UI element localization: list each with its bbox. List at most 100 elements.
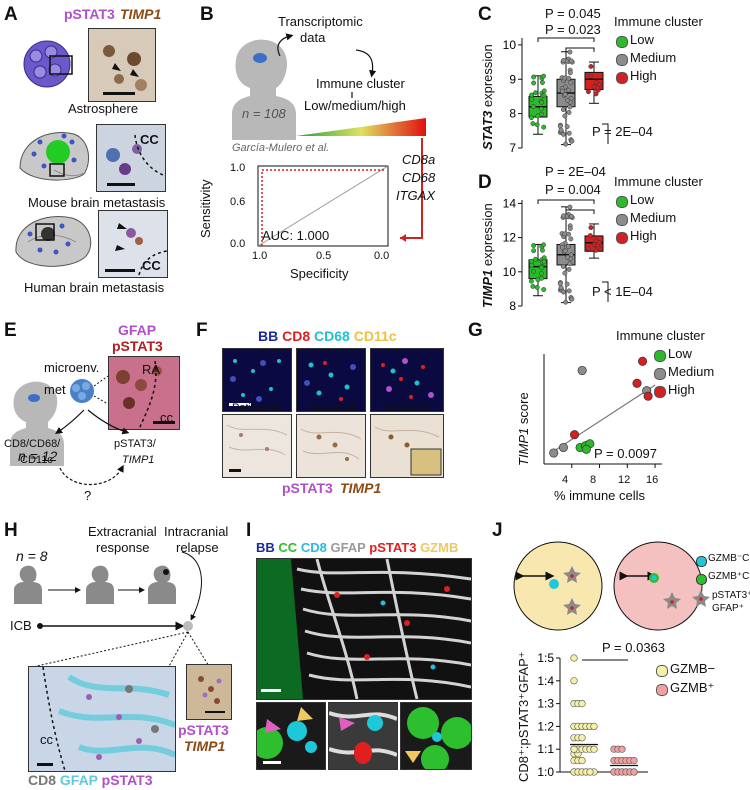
f-ihc-3 xyxy=(370,414,444,478)
chart-d: 14 12 10 8 xyxy=(503,196,609,313)
h-cd8: CD8 xyxy=(28,772,57,788)
j-legend-gzmb-neg-marker xyxy=(696,556,707,567)
panel-e-gfap: GFAP xyxy=(118,322,157,338)
dot-gzmb-pos xyxy=(618,745,626,753)
panel-i-channels: BB CC CD8 GFAP pSTAT3 GZMB xyxy=(256,540,458,555)
d-ylabel-gene: TIMP1 xyxy=(480,269,495,308)
data-point xyxy=(588,225,594,231)
c-ylabel: STAT3 expression xyxy=(480,44,495,150)
y-tick-label: 1:5 xyxy=(537,651,554,665)
g-xtick-1: 4 xyxy=(562,474,569,486)
j-legend-gzmb-pos-marker xyxy=(696,574,707,585)
f-ch-cd11c: CD11c xyxy=(353,328,397,344)
data-point xyxy=(531,268,536,274)
d-legend-low: Low xyxy=(630,192,654,207)
scatter-point-high xyxy=(569,430,580,440)
d-legend-high: High xyxy=(630,228,657,243)
trend-line xyxy=(550,384,656,454)
j-group-pos: GZMB⁺ xyxy=(670,680,715,695)
data-point xyxy=(566,130,572,136)
data-point xyxy=(541,255,547,261)
y-tick-label: 10 xyxy=(503,265,517,279)
panel-e-met: met xyxy=(44,382,66,397)
i-ch-pstat3: pSTAT3 xyxy=(369,540,417,555)
f-bottom-pstat3: pSTAT3 xyxy=(282,480,333,496)
data-point xyxy=(533,256,538,262)
data-point xyxy=(593,91,599,97)
data-point xyxy=(587,73,593,79)
data-point xyxy=(531,243,537,248)
data-point xyxy=(528,115,534,121)
h-stage-1: Extracranial xyxy=(88,524,157,539)
i-inset-1 xyxy=(256,702,326,770)
data-point xyxy=(567,104,573,110)
f-bottom-timp1: TIMP1 xyxy=(340,480,382,496)
j-legend-1: GZMB⁻CD8⁺ xyxy=(708,553,750,564)
y-tick-label: 7 xyxy=(509,141,516,155)
patient-head-icon xyxy=(232,39,296,141)
j-legend-pos-marker xyxy=(656,684,668,696)
roc-ytick-3: 0.0 xyxy=(230,238,246,250)
data-point xyxy=(534,122,540,128)
g-xlabel: % immune cells xyxy=(554,488,646,503)
marker-arrow xyxy=(400,138,423,242)
g-xtick-3: 12 xyxy=(618,474,631,486)
dot-gzmb-neg xyxy=(570,654,578,662)
i-ch-cc: CC xyxy=(278,540,298,555)
bracket xyxy=(537,37,595,42)
j-ylabel: CD8⁺:pSTAT3⁺GFAP⁺ xyxy=(516,651,531,782)
dot-gzmb-neg xyxy=(586,768,594,776)
roc-ylabel: Sensitivity xyxy=(198,179,213,238)
data-point xyxy=(562,113,568,119)
data-point xyxy=(559,245,565,250)
c-legend-title: Immune cluster xyxy=(614,14,703,29)
y-tick-label: 8 xyxy=(509,107,516,121)
data-point xyxy=(529,92,535,98)
roc-ytick-1: 1.0 xyxy=(230,162,246,174)
scatter-point-high xyxy=(638,356,648,366)
mouse-caption: Mouse brain metastasis xyxy=(28,195,166,210)
y-tick-label: 1:1 xyxy=(537,742,554,756)
bracket xyxy=(537,199,595,204)
i-inset-3 xyxy=(400,702,472,770)
data-point xyxy=(585,246,591,251)
dot-gzmb-neg xyxy=(590,722,598,730)
data-point xyxy=(569,58,574,64)
c-ylabel-gene: STAT3 xyxy=(480,110,495,150)
astrosphere-caption: Astrosphere xyxy=(68,101,139,116)
dot-gzmb-neg xyxy=(578,756,586,765)
mouse-brain-schematic xyxy=(19,132,90,181)
h-bottom-pstat3: pSTAT3 xyxy=(101,772,153,788)
h-cc: cc xyxy=(40,732,53,747)
panel-letter-f: F xyxy=(196,320,208,341)
f-ihc-1 xyxy=(222,414,292,478)
chart-c: 10 9 8 7 xyxy=(503,37,609,155)
data-point xyxy=(531,248,537,254)
human-brain-micrograph xyxy=(98,210,168,278)
y-tick-label: 1:2 xyxy=(537,719,554,733)
data-point xyxy=(529,96,535,102)
data-point xyxy=(529,258,535,264)
panel-e-right-1: pSTAT3/ xyxy=(114,438,156,450)
data-point xyxy=(561,58,566,63)
i-ch-bb: BB xyxy=(256,540,275,555)
f-if-3 xyxy=(370,348,444,412)
panel-e-cc: cc xyxy=(160,410,173,425)
panel-letter-a: A xyxy=(4,4,18,25)
roc-curve xyxy=(257,165,389,247)
data-point xyxy=(564,124,570,130)
panel-letter-e: E xyxy=(4,320,17,341)
g-legend-high-marker xyxy=(654,386,666,398)
data-point xyxy=(562,270,568,276)
data-point xyxy=(539,80,545,85)
g-xtick-2: 8 xyxy=(590,474,597,486)
h-bottom-labels: CD8 GFAP pSTAT3 xyxy=(28,772,152,788)
panel-e-cluster xyxy=(70,375,109,405)
data-point xyxy=(541,287,547,292)
j-schematic xyxy=(513,541,703,631)
g-ylabel-rest: score xyxy=(516,392,531,428)
j-legend-neg-marker xyxy=(656,665,668,677)
panel-b-source: García-Mulero et al. xyxy=(232,142,330,154)
data-point xyxy=(563,299,569,305)
h-icb: ICB xyxy=(10,618,32,633)
